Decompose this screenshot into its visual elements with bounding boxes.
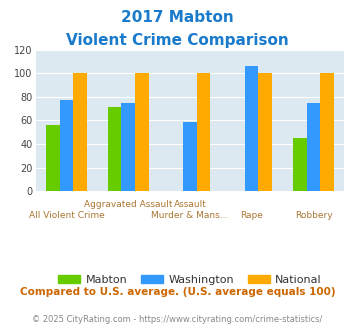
Bar — [108, 108, 121, 191]
Text: 2017 Mabton: 2017 Mabton — [121, 10, 234, 25]
Text: Aggravated Assault: Aggravated Assault — [84, 200, 173, 209]
Text: © 2025 CityRating.com - https://www.cityrating.com/crime-statistics/: © 2025 CityRating.com - https://www.city… — [32, 315, 323, 324]
Bar — [197, 73, 210, 191]
Bar — [73, 73, 87, 191]
Bar — [135, 73, 148, 191]
Text: Assault: Assault — [174, 200, 206, 209]
Text: Murder & Mans...: Murder & Mans... — [151, 211, 229, 220]
Text: Rape: Rape — [240, 211, 263, 220]
Bar — [46, 125, 60, 191]
Text: All Violent Crime: All Violent Crime — [28, 211, 104, 220]
Text: Robbery: Robbery — [295, 211, 332, 220]
Bar — [60, 100, 73, 191]
Bar — [245, 66, 258, 191]
Bar — [121, 103, 135, 191]
Bar — [320, 73, 334, 191]
Bar — [307, 103, 320, 191]
Bar — [258, 73, 272, 191]
Bar — [183, 122, 197, 191]
Text: Violent Crime Comparison: Violent Crime Comparison — [66, 33, 289, 48]
Legend: Mabton, Washington, National: Mabton, Washington, National — [54, 271, 326, 290]
Bar — [293, 138, 307, 191]
Text: Compared to U.S. average. (U.S. average equals 100): Compared to U.S. average. (U.S. average … — [20, 287, 335, 297]
